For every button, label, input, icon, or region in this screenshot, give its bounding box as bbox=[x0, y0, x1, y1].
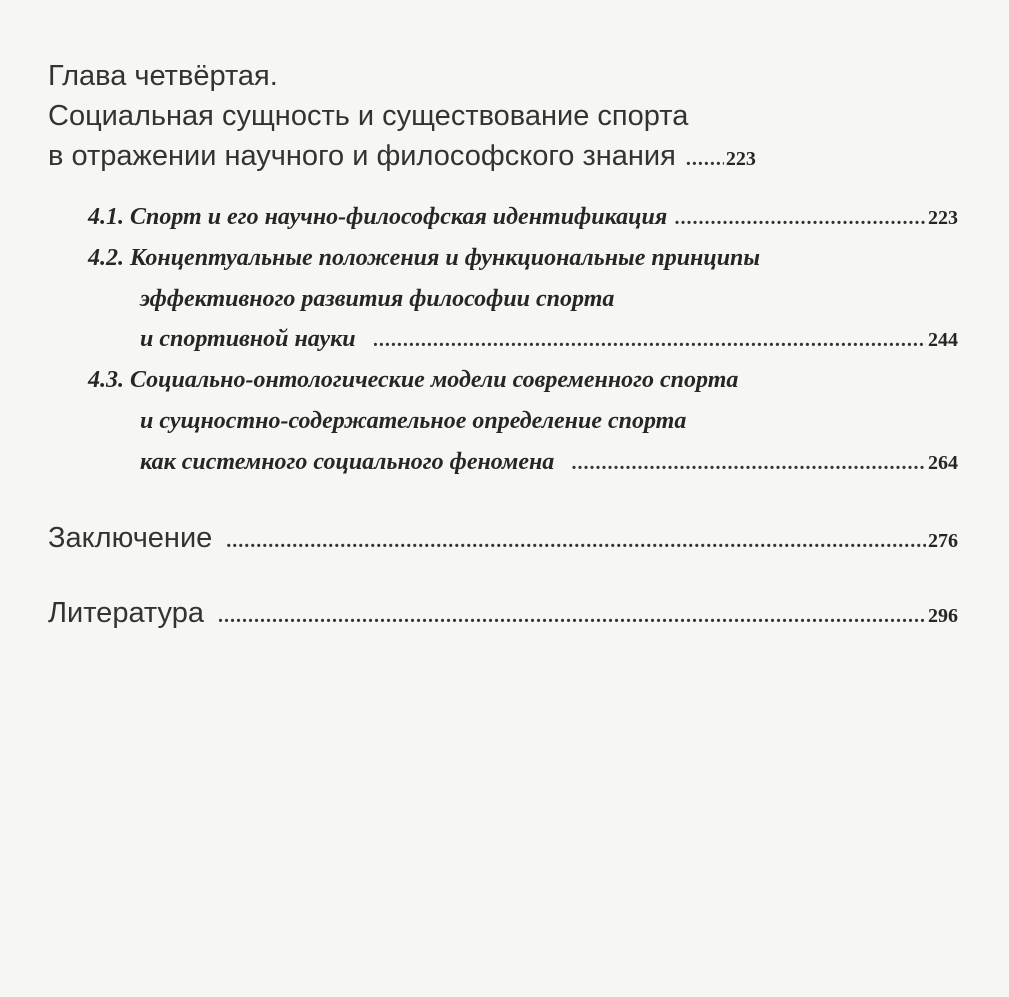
section-4-3-line-2: и сущностно-содержательное определение с… bbox=[140, 408, 687, 434]
conclusion-title: Заключение bbox=[48, 522, 213, 554]
dot-leader bbox=[218, 605, 926, 628]
chapter-entry[interactable]: в отражении научного и философского знан… bbox=[48, 140, 958, 173]
chapter-label: Глава четвёртая. bbox=[48, 60, 278, 92]
section-title: и спортивной науки bbox=[140, 326, 356, 352]
chapter-title-line-1: Социальная сущность и существование спор… bbox=[48, 100, 689, 132]
page-number: 223 bbox=[725, 148, 756, 170]
toc-entry-literature[interactable]: Литература 296 bbox=[48, 597, 958, 630]
dot-leader bbox=[572, 452, 926, 475]
page-number: 264 bbox=[928, 452, 958, 474]
section-4-2-line-1: 4.2. Концептуальные положения и функцион… bbox=[88, 245, 761, 271]
page-number: 223 bbox=[928, 207, 958, 229]
literature-title: Литература bbox=[48, 597, 204, 629]
dot-leader bbox=[374, 329, 926, 352]
page-number: 296 bbox=[928, 605, 958, 627]
toc-entry-4-3[interactable]: как системного социального феномена 264 bbox=[140, 449, 958, 476]
page-number: 244 bbox=[928, 329, 958, 351]
toc-entry-4-2[interactable]: и спортивной науки 244 bbox=[140, 326, 958, 353]
section-title: как системного социального феномена bbox=[140, 449, 555, 475]
toc-entry-conclusion[interactable]: Заключение 276 bbox=[48, 522, 958, 555]
section-4-2-line-2: эффективного развития философии спорта bbox=[140, 286, 615, 312]
chapter-title-line-2: в отражении научного и философского знан… bbox=[48, 140, 676, 172]
section-title: 4.1. Спорт и его научно-философская иден… bbox=[88, 204, 668, 230]
dot-leader bbox=[226, 530, 926, 553]
page-number: 276 bbox=[928, 530, 958, 552]
dot-leader bbox=[686, 148, 724, 171]
dot-leader bbox=[675, 207, 926, 230]
section-4-3-line-1: 4.3. Социально-онтологические модели сов… bbox=[88, 367, 739, 393]
toc-entry-4-1[interactable]: 4.1. Спорт и его научно-философская иден… bbox=[88, 204, 958, 231]
